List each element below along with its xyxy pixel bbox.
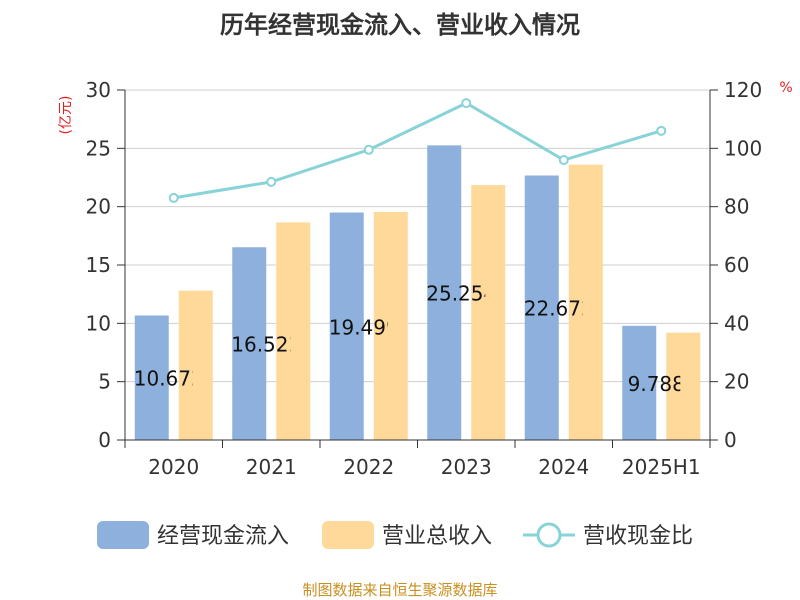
- x-tick-label: 2023: [441, 455, 492, 479]
- bar-cash-inflow: [622, 325, 657, 440]
- left-axis-unit: (亿元): [58, 96, 74, 135]
- bar-revenue: [178, 290, 213, 440]
- legend-label-revenue: 营业总收入: [382, 524, 492, 549]
- ratio-line: [168, 98, 667, 203]
- data-labels: 10.672 16.522 19.499 25.254 22.672 9.788: [134, 282, 685, 396]
- bar-revenue: [276, 222, 311, 440]
- right-tick-label: 120: [724, 78, 762, 102]
- bar-cash-inflow: [329, 212, 364, 440]
- legend-swatch-cash-inflow: [97, 521, 149, 549]
- data-label-cash-inflow: 22.672: [524, 297, 594, 321]
- data-label-cash-inflow: 16.522: [231, 333, 301, 357]
- x-tick-label: 2025H1: [622, 455, 701, 479]
- legend: 经营现金流入 营业总收入 营收现金比: [97, 521, 693, 549]
- axes: 0 5 10 15 20 25 30 0 20 40 60 80 100 120 2020 2021 2022 2…: [86, 78, 763, 479]
- ratio-point: [656, 125, 667, 136]
- x-tick-label: 2020: [148, 455, 199, 479]
- ratio-line-path: [173, 101, 662, 200]
- x-tick-label: 2021: [246, 455, 297, 479]
- ratio-point: [461, 98, 472, 109]
- bar-revenue: [373, 211, 408, 440]
- right-tick-label: 100: [724, 136, 762, 160]
- bar-cash-inflow: [232, 247, 267, 440]
- right-tick-label: 40: [724, 311, 749, 335]
- ratio-point: [363, 144, 374, 155]
- left-tick-label: 15: [86, 253, 111, 277]
- left-tick-label: 20: [86, 195, 111, 219]
- x-tick-label: 2022: [343, 455, 394, 479]
- left-tick-label: 10: [86, 311, 111, 335]
- ratio-point: [558, 155, 569, 165]
- bar-cash-inflow: [524, 175, 559, 440]
- left-tick-label: 0: [98, 428, 111, 452]
- bar-revenue: [471, 185, 506, 440]
- bar-cash-inflow: [427, 145, 462, 440]
- ratio-point: [266, 176, 277, 187]
- bar-revenue: [666, 332, 701, 440]
- legend-marker-ratio: [536, 522, 562, 548]
- chart-title: 历年经营现金流入、营业收入情况: [220, 11, 580, 39]
- data-label-cash-inflow: 19.499: [329, 315, 399, 339]
- data-label-cash-inflow: 9.788: [628, 372, 685, 396]
- legend-label-ratio: 营收现金比: [583, 524, 693, 549]
- bar-cash-inflow: [134, 315, 169, 440]
- bars: [134, 145, 701, 440]
- data-label-cash-inflow: 10.672: [134, 367, 204, 391]
- x-tick-label: 2024: [538, 455, 589, 479]
- right-tick-label: 60: [724, 253, 749, 277]
- right-axis-unit: %: [779, 80, 792, 96]
- legend-label-cash-inflow: 经营现金流入: [157, 524, 289, 549]
- right-tick-label: 80: [724, 195, 749, 219]
- left-tick-label: 30: [86, 78, 111, 102]
- bar-revenue: [568, 164, 603, 440]
- gridlines: [125, 89, 710, 383]
- left-tick-label: 5: [98, 370, 111, 394]
- left-tick-label: 25: [86, 136, 111, 160]
- source-note: 制图数据来自恒生聚源数据库: [302, 581, 497, 599]
- legend-swatch-revenue: [322, 521, 374, 549]
- ratio-point: [168, 192, 179, 203]
- right-tick-label: 0: [724, 428, 737, 452]
- data-label-cash-inflow: 25.254: [426, 282, 496, 306]
- right-tick-label: 20: [724, 370, 749, 394]
